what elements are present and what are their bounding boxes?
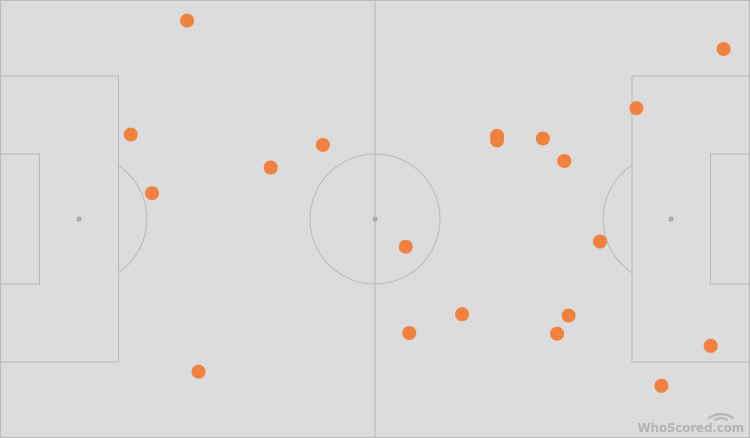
event-marker[interactable] [629,101,644,116]
event-markers [123,13,731,393]
event-marker[interactable] [703,338,718,353]
event-marker[interactable] [123,127,138,142]
event-marker[interactable] [180,13,195,28]
right-penalty-spot [668,216,674,222]
event-marker[interactable] [593,234,607,249]
event-marker[interactable] [455,307,470,322]
left-penalty-area [0,75,119,363]
left-penalty-spot [76,216,82,222]
event-marker[interactable] [561,308,576,323]
event-marker[interactable] [145,186,160,201]
right-penalty-arc [602,164,633,274]
pitch-spots [76,216,674,222]
whoscored-logo-icon [707,412,735,422]
left-penalty-arc [117,164,148,274]
center-spot [372,216,378,222]
event-marker[interactable] [654,378,669,393]
event-marker[interactable] [535,131,550,146]
event-marker[interactable] [398,239,413,254]
event-marker[interactable] [490,133,505,148]
right-six-yard-box [710,153,750,285]
event-marker[interactable] [716,42,731,56]
event-marker[interactable] [402,326,417,340]
event-marker[interactable] [557,154,572,168]
whoscored-watermark: WhoScored.com [637,421,745,435]
event-marker[interactable] [550,326,565,341]
event-marker[interactable] [315,137,330,152]
center-circle [309,153,441,285]
event-marker[interactable] [263,160,278,175]
left-six-yard-box [0,153,40,285]
event-marker[interactable] [191,364,206,379]
right-penalty-area [631,75,750,363]
